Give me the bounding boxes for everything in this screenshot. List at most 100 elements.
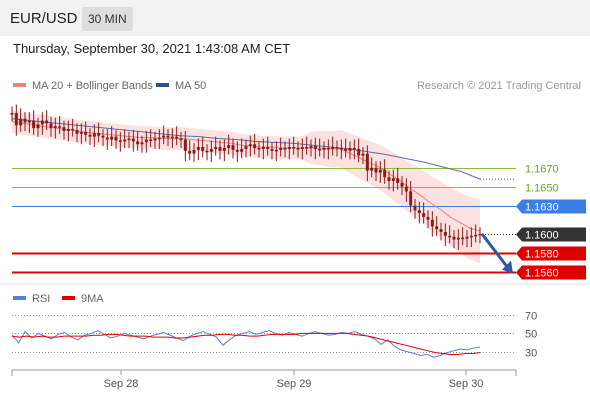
candle-body xyxy=(313,146,317,149)
candle-body xyxy=(456,237,460,240)
candles xyxy=(10,104,482,250)
candle-body xyxy=(209,148,213,152)
candle-body xyxy=(430,219,434,227)
candle-body xyxy=(270,148,274,151)
candle-body xyxy=(474,234,478,237)
candle-body xyxy=(378,169,382,173)
x-tick-label: Sep 29 xyxy=(277,378,312,390)
legend-rsi-label: RSI xyxy=(32,293,51,305)
candle-body xyxy=(123,139,127,142)
candle-body xyxy=(357,148,361,156)
candle-body xyxy=(266,147,270,149)
candle-body xyxy=(27,120,31,123)
candle-body xyxy=(370,167,374,171)
candle-body xyxy=(40,120,44,125)
candle-body xyxy=(391,178,395,182)
level-tag-1-1600: 1.1600 xyxy=(516,227,586,242)
level-tag-1-1630: 1.1630 xyxy=(516,199,586,214)
candle-body xyxy=(218,147,222,151)
candle-body xyxy=(240,148,244,152)
rsi-line xyxy=(11,330,481,358)
candle-body xyxy=(443,232,447,236)
candle-body xyxy=(205,150,209,153)
candle-body xyxy=(374,167,378,173)
candle-body xyxy=(305,147,309,149)
forecast-arrow-shaft xyxy=(480,232,509,268)
candle-body xyxy=(153,138,157,141)
rsi-tick-70: 70 xyxy=(525,311,537,323)
candle-body xyxy=(140,142,144,145)
candle-body xyxy=(136,141,140,145)
candle-body xyxy=(105,137,109,140)
candle-body xyxy=(300,147,304,149)
candle-body xyxy=(387,177,391,182)
candle-body xyxy=(426,216,430,220)
candle-body xyxy=(322,147,326,150)
candle-body xyxy=(365,153,369,171)
candle-body xyxy=(248,144,252,147)
level-tag-bg xyxy=(516,246,586,261)
candle-body xyxy=(97,132,101,136)
candle-body xyxy=(49,123,53,129)
legend-ma20: MA 20 + Bollinger Bands xyxy=(13,80,153,92)
candle-body xyxy=(231,145,235,150)
forecast-arrow-head xyxy=(502,260,513,274)
candle-body xyxy=(196,147,200,150)
candle-body xyxy=(448,235,452,238)
candle-body xyxy=(292,147,296,149)
level-label-1-1670: 1.1670 xyxy=(525,164,559,176)
candle-body xyxy=(400,182,404,187)
candle-body xyxy=(452,236,456,240)
candle-body xyxy=(352,147,356,150)
candle-body xyxy=(157,137,161,140)
candle-body xyxy=(166,135,170,138)
candle-body xyxy=(10,113,14,115)
candle-body xyxy=(279,147,283,150)
candle-body xyxy=(53,126,57,129)
candle-body xyxy=(296,147,300,150)
rsi-tick-50: 50 xyxy=(525,329,537,341)
candle-body xyxy=(235,149,239,152)
candle-body xyxy=(149,139,153,141)
candle-body xyxy=(114,136,118,141)
candle-body xyxy=(348,147,352,151)
level-tag-1-1560: 1.1560 xyxy=(516,265,586,280)
candle-body xyxy=(201,147,205,151)
x-tick-label: Sep 28 xyxy=(104,378,139,390)
candle-body xyxy=(344,148,348,151)
level-tag-text: 1.1580 xyxy=(525,249,559,261)
legend-rsi: RSI xyxy=(13,293,50,305)
level-tag-text: 1.1600 xyxy=(525,230,559,242)
candle-body xyxy=(461,237,465,240)
level-tag-bg xyxy=(516,199,586,214)
candle-body xyxy=(118,140,122,142)
candle-body xyxy=(19,118,23,126)
candle-body xyxy=(439,229,443,233)
candle-body xyxy=(465,236,469,239)
candle-body xyxy=(131,138,135,142)
level-tag-bg xyxy=(516,265,586,280)
candle-body xyxy=(435,226,439,230)
candle-body xyxy=(192,149,196,154)
chart-header: EUR/USD 30 MIN xyxy=(0,0,590,36)
legend-9ma: 9MA xyxy=(62,293,104,305)
candle-body xyxy=(261,147,265,149)
candle-body xyxy=(144,139,148,143)
candle-body xyxy=(162,135,166,138)
candle-body xyxy=(422,213,426,217)
timeframe-badge[interactable]: 30 MIN xyxy=(82,7,133,31)
chart-datetime: Thursday, September 30, 2021 1:43:08 AM … xyxy=(13,41,291,56)
candle-body xyxy=(309,146,313,148)
candle-body xyxy=(478,233,482,236)
level-tag-1-1580: 1.1580 xyxy=(516,246,586,261)
candle-body xyxy=(71,129,75,131)
candle-body xyxy=(257,147,261,150)
candle-body xyxy=(214,147,218,149)
candle-body xyxy=(274,149,278,152)
candle-body xyxy=(101,135,105,138)
research-credit: Research © 2021 Trading Central xyxy=(416,80,581,92)
candle-body xyxy=(227,145,231,148)
candle-body xyxy=(409,191,413,206)
legend-9ma-label: 9MA xyxy=(81,293,104,305)
